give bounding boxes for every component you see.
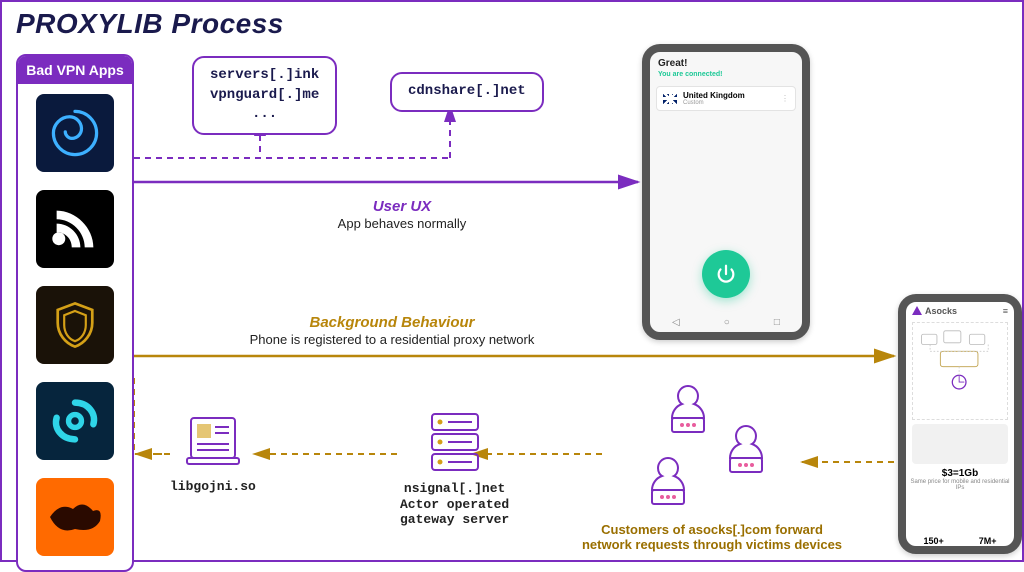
customer-icon bbox=[662, 382, 714, 441]
asocks-price-sub: Same price for mobile and residential IP… bbox=[906, 479, 1014, 491]
phone-user-ux: Great! You are connected! United Kingdom… bbox=[642, 44, 810, 340]
asocks-stat-left: 150+ bbox=[923, 536, 943, 546]
customers-label: Customers of asocks[.]com forward networ… bbox=[562, 522, 862, 552]
document-icon bbox=[185, 414, 241, 470]
app-icon-shield bbox=[36, 286, 114, 364]
domain-box-servers: servers[.]ink vpnguard[.]me ... bbox=[192, 56, 337, 135]
phone-asocks: Asocks ≡ $3=1Gb Same price for mobile an… bbox=[898, 294, 1022, 554]
app-icon-fox bbox=[36, 478, 114, 556]
background-label: Background Behaviour Phone is registered… bbox=[182, 314, 602, 348]
asocks-diagram bbox=[912, 322, 1008, 420]
apps-panel-header: Bad VPN Apps bbox=[18, 56, 132, 84]
gateway-node: nsignal[.]net Actor operated gateway ser… bbox=[400, 410, 509, 528]
domain-box-cdn: cdnshare[.]net bbox=[390, 72, 544, 112]
country-row: United Kingdom Custom ⋮ bbox=[656, 86, 796, 111]
power-button[interactable] bbox=[702, 250, 750, 298]
asocks-stat-right: 7M+ bbox=[979, 536, 997, 546]
phone-status-text: Great! bbox=[650, 52, 802, 71]
bad-vpn-apps-panel: Bad VPN Apps bbox=[16, 54, 134, 572]
customers-cluster bbox=[602, 382, 792, 512]
server-icon bbox=[426, 410, 484, 472]
phone-nav-bar: ◁○□ bbox=[650, 317, 802, 328]
customer-icon bbox=[720, 422, 772, 481]
phone-status-sub: You are connected! bbox=[650, 71, 802, 82]
app-icon-rss bbox=[36, 190, 114, 268]
user-ux-label: User UX App behaves normally bbox=[262, 198, 542, 232]
menu-icon[interactable]: ≡ bbox=[1003, 306, 1008, 316]
app-icon-swirl bbox=[36, 382, 114, 460]
uk-flag-icon bbox=[663, 94, 677, 104]
lib-node: libgojni.so bbox=[170, 414, 256, 495]
app-icon-spiral bbox=[36, 94, 114, 172]
page-title: PROXYLIB Process bbox=[16, 8, 284, 40]
customer-icon bbox=[642, 454, 694, 513]
asocks-brand: Asocks bbox=[925, 306, 957, 316]
asocks-card bbox=[912, 424, 1008, 464]
asocks-logo-icon bbox=[912, 306, 922, 316]
asocks-price: $3=1Gb bbox=[906, 468, 1014, 479]
